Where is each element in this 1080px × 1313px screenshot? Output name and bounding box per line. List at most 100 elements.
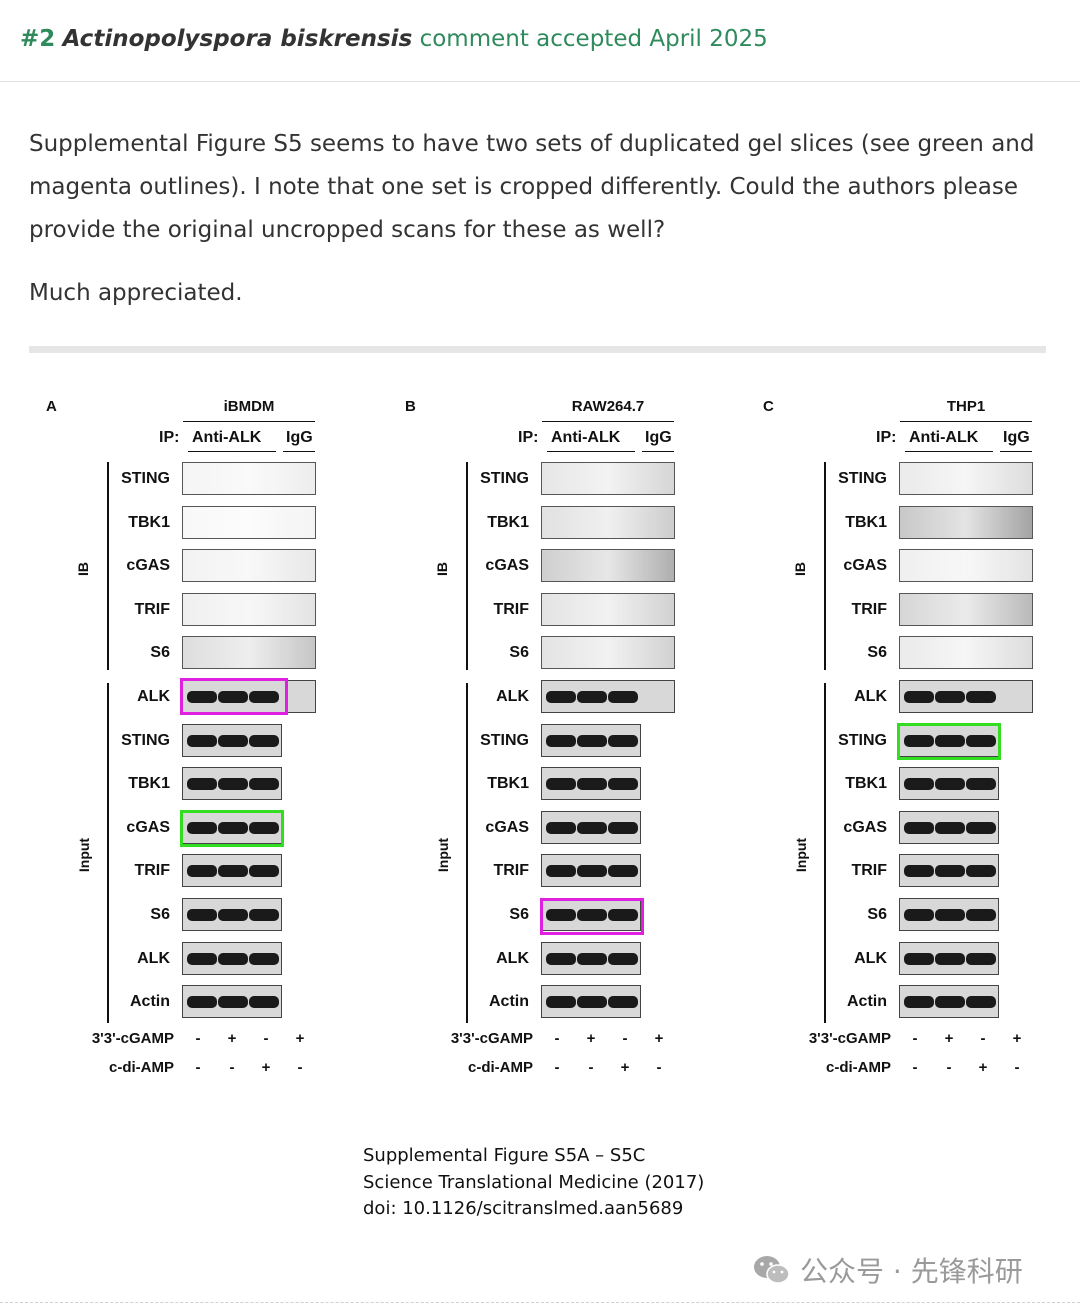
panel-letter: A bbox=[46, 398, 57, 415]
cell-line-underline bbox=[900, 421, 1032, 422]
treatment-label: 3'3'-cGAMP bbox=[808, 1030, 891, 1047]
ib-protein-label: STING bbox=[121, 470, 170, 487]
blot-band bbox=[935, 734, 965, 747]
blot-band bbox=[904, 865, 934, 878]
input-blot-strip bbox=[182, 898, 282, 931]
wechat-icon bbox=[754, 1256, 790, 1284]
input-protein-label: Actin bbox=[130, 993, 170, 1011]
blot-band bbox=[218, 821, 248, 834]
caption-line-1: Supplemental Figure S5A – S5C bbox=[363, 1145, 646, 1166]
treatment-value: - bbox=[554, 1059, 560, 1076]
blot-band bbox=[577, 865, 607, 878]
blot-band bbox=[904, 691, 934, 703]
input-blot-strip bbox=[899, 941, 999, 975]
blot-band bbox=[935, 821, 965, 834]
input-protein-label: TBK1 bbox=[845, 775, 887, 793]
ib-blot-strip bbox=[899, 462, 1033, 495]
ib-blot-strip bbox=[182, 592, 316, 626]
ib-blot-strip bbox=[541, 462, 675, 495]
input-group-bar bbox=[824, 683, 826, 1023]
treatment-value: - bbox=[946, 1059, 952, 1076]
blot-band bbox=[966, 691, 996, 703]
input-protein-label: S6 bbox=[867, 906, 887, 923]
treatment-value: - bbox=[195, 1059, 201, 1076]
input-protein-label: TRIF bbox=[493, 862, 529, 880]
blot-band bbox=[546, 865, 576, 878]
ib-blot-strip bbox=[899, 549, 1033, 583]
comment-title: #2 Actinopolyspora biskrensis comment ac… bbox=[20, 26, 768, 52]
input-protein-label: ALK bbox=[496, 688, 529, 705]
blot-band bbox=[249, 734, 279, 747]
blot-band bbox=[249, 778, 279, 791]
ib-blot-strip bbox=[541, 636, 675, 670]
ib-group-bar bbox=[466, 462, 468, 670]
blot-band bbox=[577, 734, 607, 747]
ip-anti-alk-underline bbox=[188, 451, 276, 452]
ib-blot-strip bbox=[541, 549, 675, 583]
blot-band bbox=[546, 691, 576, 703]
blot-band bbox=[935, 952, 965, 965]
treatment-label: c-di-AMP bbox=[109, 1059, 174, 1076]
section-divider bbox=[29, 346, 1046, 353]
treatment-value: + bbox=[978, 1059, 988, 1076]
input-blot-strip bbox=[899, 680, 1033, 713]
treatment-value: - bbox=[263, 1030, 269, 1047]
ib-protein-label: TBK1 bbox=[845, 513, 887, 531]
blot-band bbox=[249, 909, 279, 921]
watermark: 公众号 · 先锋科研 bbox=[752, 1250, 1023, 1290]
blot-band bbox=[546, 821, 576, 834]
cell-line-label: iBMDM bbox=[223, 398, 275, 415]
blot-band bbox=[577, 952, 607, 965]
blot-band bbox=[608, 778, 638, 791]
panel-letter: C bbox=[763, 398, 774, 415]
ib-blot-strip bbox=[899, 592, 1033, 626]
ip-igg-label: IgG bbox=[286, 429, 313, 446]
ib-group-bar bbox=[107, 462, 109, 670]
ib-blot-strip bbox=[541, 505, 675, 539]
input-protein-label: ALK bbox=[496, 949, 529, 967]
input-protein-label: TRIF bbox=[851, 862, 887, 880]
input-protein-label: cGAS bbox=[485, 818, 529, 836]
blot-band bbox=[935, 778, 965, 791]
input-blot-strip bbox=[899, 854, 999, 888]
ip-igg-underline bbox=[1000, 451, 1032, 452]
blot-band bbox=[546, 909, 576, 921]
treatment-value: - bbox=[554, 1030, 560, 1047]
blot-band bbox=[608, 691, 638, 703]
treatment-value: + bbox=[227, 1030, 237, 1047]
green-outline-a-cgas bbox=[180, 810, 284, 847]
input-blot-strip bbox=[899, 767, 999, 801]
caption-line-2: Science Translational Medicine (2017) bbox=[363, 1171, 705, 1193]
cell-line-underline bbox=[542, 421, 674, 422]
blot-band bbox=[577, 909, 607, 921]
input-blot-strip bbox=[541, 723, 641, 757]
input-protein-label: ALK bbox=[137, 688, 170, 705]
blot-band bbox=[904, 909, 934, 921]
comment-header: #2 Actinopolyspora biskrensis comment ac… bbox=[0, 0, 1080, 82]
comment-body: Supplemental Figure S5 seems to have two… bbox=[29, 123, 1039, 252]
treatment-label: 3'3'-cGAMP bbox=[450, 1030, 533, 1047]
input-group-bar bbox=[466, 683, 468, 1023]
ib-protein-label: TBK1 bbox=[487, 513, 529, 531]
blot-band bbox=[904, 778, 934, 791]
ip-igg-label: IgG bbox=[645, 429, 672, 446]
treatment-value: - bbox=[912, 1030, 918, 1047]
input-protein-label: Actin bbox=[489, 993, 529, 1011]
ib-protein-label: TBK1 bbox=[128, 513, 170, 531]
treatment-label: c-di-AMP bbox=[468, 1059, 533, 1076]
blot-band bbox=[577, 996, 607, 1009]
input-blot-strip bbox=[541, 985, 641, 1019]
ib-protein-label: STING bbox=[838, 470, 887, 487]
input-blot-strip bbox=[899, 723, 999, 757]
blot-band bbox=[966, 909, 996, 921]
blot-band bbox=[904, 996, 934, 1009]
blot-band bbox=[608, 865, 638, 878]
input-blot-strip bbox=[541, 680, 675, 713]
input-protein-label: ALK bbox=[137, 949, 170, 967]
ib-group-bar bbox=[824, 462, 826, 670]
input-protein-label: TBK1 bbox=[128, 775, 170, 793]
input-group-bar bbox=[107, 683, 109, 1023]
species-name[interactable]: Actinopolyspora biskrensis bbox=[62, 26, 413, 52]
ib-protein-label: S6 bbox=[150, 644, 170, 662]
input-protein-label: cGAS bbox=[843, 818, 887, 836]
